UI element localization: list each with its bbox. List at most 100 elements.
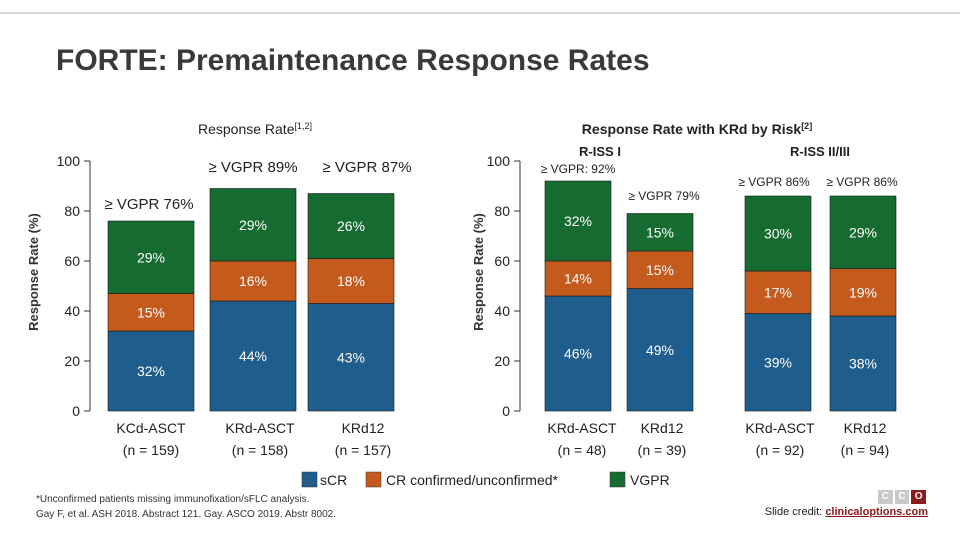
legend-label-vgpr: VGPR: [630, 472, 670, 488]
bar-value-label: 15%: [646, 224, 674, 240]
page-title: FORTE: Premaintenance Response Rates: [56, 44, 650, 77]
bar-segment-vgpr: [829, 195, 897, 269]
y-tick-label: 40: [494, 303, 510, 319]
bar-value-label: 43%: [337, 349, 365, 365]
category-n-label: (n = 39): [638, 442, 687, 458]
top-divider: [0, 12, 960, 14]
bar-segment-cr: [744, 270, 812, 314]
bar-value-label: 19%: [849, 284, 877, 300]
bar-value-label: 32%: [137, 363, 165, 379]
bar-value-label: 18%: [337, 273, 365, 289]
category-label: KRd12: [342, 420, 385, 436]
total-vgpr-label: ≥ VGPR 86%: [738, 175, 810, 189]
bar-segment-scr: [107, 330, 195, 412]
category-label: KRd-ASCT: [547, 420, 617, 436]
total-vgpr-label: ≥ VGPR 79%: [628, 189, 700, 203]
y-tick-label: 100: [487, 153, 511, 169]
bar-segment-vgpr: [744, 195, 812, 272]
bar-segment-vgpr: [107, 220, 195, 294]
footnote-text: *Unconfirmed patients missing immunofixa…: [36, 494, 310, 505]
category-label: KRd-ASCT: [745, 420, 815, 436]
bar-value-label: 29%: [239, 217, 267, 233]
y-tick-label: 80: [64, 203, 80, 219]
y-tick-label: 60: [64, 253, 80, 269]
total-vgpr-label: ≥ VGPR 76%: [104, 196, 193, 213]
bar-segment-cr: [829, 268, 897, 317]
y-tick-label: 60: [494, 253, 510, 269]
bar-value-label: 44%: [239, 348, 267, 364]
bar-value-label: 14%: [564, 271, 592, 287]
bar-value-label: 39%: [764, 354, 792, 370]
legend: sCR CR confirmed/unconfirmed* VGPR: [301, 471, 670, 488]
category-n-label: (n = 157): [335, 442, 391, 458]
left-y-axis-label: Response Rate (%): [26, 213, 41, 331]
category-label: KRd-ASCT: [225, 420, 295, 436]
logo-letter: C: [894, 490, 910, 504]
legend-label-scr: sCR: [320, 472, 347, 488]
bar-segment-vgpr: [209, 188, 297, 262]
bar-value-label: 17%: [764, 284, 792, 300]
credit-label: Slide credit:: [764, 506, 823, 518]
category-n-label: (n = 48): [558, 442, 607, 458]
right-y-axis-label: Response Rate (%): [471, 213, 486, 331]
category-n-label: (n = 158): [232, 442, 288, 458]
category-n-label: (n = 94): [841, 442, 890, 458]
bar-segment-cr: [307, 258, 395, 304]
group-label-riss-2-3: R-ISS II/III: [790, 144, 850, 159]
bar-segment-scr: [829, 315, 897, 412]
bar-value-label: 46%: [564, 346, 592, 362]
bar-value-label: 15%: [137, 304, 165, 320]
bar-value-label: 29%: [849, 224, 877, 240]
bar-value-label: 38%: [849, 356, 877, 372]
y-tick-label: 40: [64, 303, 80, 319]
y-tick-label: 80: [494, 203, 510, 219]
bar-value-label: 26%: [337, 218, 365, 234]
total-vgpr-label: ≥ VGPR 87%: [322, 159, 411, 176]
cco-logo: C C O: [878, 490, 927, 504]
bar-segment-vgpr: [307, 193, 395, 259]
bar-value-label: 49%: [646, 342, 674, 358]
bar-segment-scr: [209, 300, 297, 412]
bar-segment-scr: [744, 313, 812, 412]
legend-swatch-vgpr: [609, 471, 626, 488]
bar-segment-cr: [107, 293, 195, 332]
bar-segment-cr: [209, 260, 297, 302]
bar-segment-scr: [626, 288, 694, 412]
right-chart-title: Response Rate with KRd by Risk[2]: [582, 121, 812, 137]
legend-swatch-scr: [301, 471, 318, 488]
category-label: KRd12: [641, 420, 684, 436]
category-n-label: (n = 92): [756, 442, 805, 458]
bar-segment-cr: [626, 250, 694, 289]
bar-segment-cr: [544, 260, 612, 297]
legend-swatch-cr: [365, 471, 382, 488]
y-tick-label: 20: [494, 353, 510, 369]
reference-text: Gay F, et al. ASH 2018. Abstract 121. Ga…: [36, 509, 336, 520]
bar-value-label: 32%: [564, 213, 592, 229]
bar-segment-vgpr: [544, 180, 612, 262]
slide-credit: Slide credit: clinicaloptions.com: [765, 506, 928, 518]
footnote: *Unconfirmed patients missing immunofixa…: [36, 492, 336, 522]
bar-value-label: 29%: [137, 249, 165, 265]
bar-segment-vgpr: [626, 213, 694, 252]
category-label: KCd-ASCT: [116, 420, 186, 436]
total-vgpr-label: ≥ VGPR 89%: [208, 159, 297, 176]
bar-segment-scr: [307, 303, 395, 412]
bar-value-label: 15%: [646, 262, 674, 278]
bar-value-label: 16%: [239, 273, 267, 289]
total-vgpr-label: ≥ VGPR: 92%: [541, 162, 616, 176]
group-label-riss-1: R-ISS I: [579, 144, 621, 159]
y-tick-label: 0: [502, 403, 510, 419]
logo-letter: O: [911, 490, 927, 504]
y-tick-label: 0: [72, 403, 80, 419]
y-tick-label: 100: [57, 153, 81, 169]
legend-label-cr: CR confirmed/unconfirmed*: [386, 472, 559, 488]
total-vgpr-label: ≥ VGPR 86%: [826, 175, 898, 189]
credit-link[interactable]: clinicaloptions.com: [825, 506, 928, 518]
left-chart-title: Response Rate[1,2]: [198, 121, 312, 137]
category-label: KRd12: [844, 420, 887, 436]
y-tick-label: 20: [64, 353, 80, 369]
category-n-label: (n = 159): [123, 442, 179, 458]
logo-letter: C: [878, 490, 893, 504]
bar-value-label: 30%: [764, 226, 792, 242]
